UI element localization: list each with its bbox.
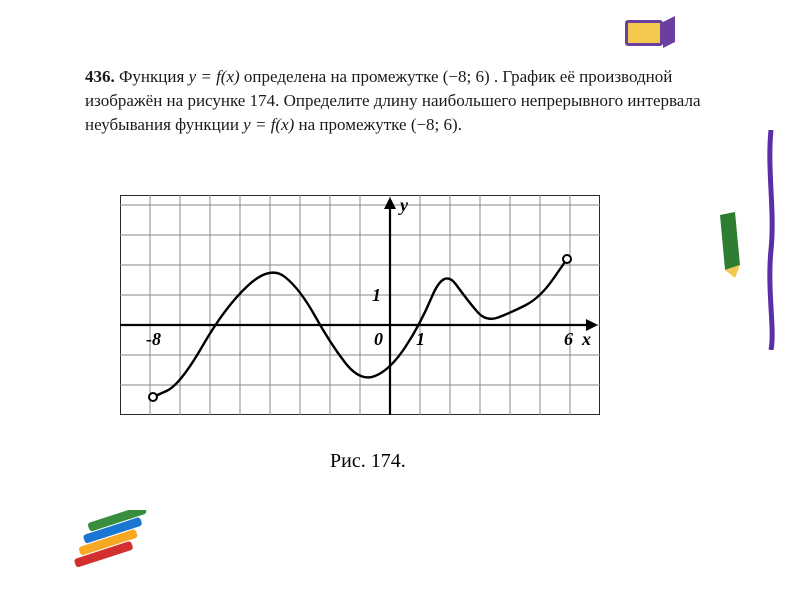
svg-text:1: 1 xyxy=(372,285,381,305)
interval-1: (−8; 6) xyxy=(443,67,490,86)
problem-text: 436. Функция y = f(x) определена на пром… xyxy=(85,65,705,136)
fn-1: y = f(x) xyxy=(189,67,240,86)
interval-2: (−8; 6). xyxy=(411,115,462,134)
crayons-icon xyxy=(60,510,180,570)
derivative-chart: y x 0 1 1 -8 6 xyxy=(120,195,600,420)
figure-caption: Рис. 174. xyxy=(330,450,406,473)
fn-2: y = f(x) xyxy=(243,115,294,134)
svg-text:1: 1 xyxy=(416,329,425,349)
svg-text:y: y xyxy=(398,195,409,215)
purple-stroke xyxy=(767,130,775,350)
svg-text:6: 6 xyxy=(564,329,573,349)
svg-text:x: x xyxy=(581,329,591,349)
svg-text:0: 0 xyxy=(374,329,383,349)
problem-number: 436. xyxy=(85,67,115,86)
svg-text:-8: -8 xyxy=(146,329,161,349)
text-mid3: на промежутке xyxy=(299,115,411,134)
text-before: Функция xyxy=(119,67,189,86)
book-icon xyxy=(620,12,680,52)
text-mid1: определена на промежутке xyxy=(244,67,443,86)
pencil-icon xyxy=(710,210,745,280)
